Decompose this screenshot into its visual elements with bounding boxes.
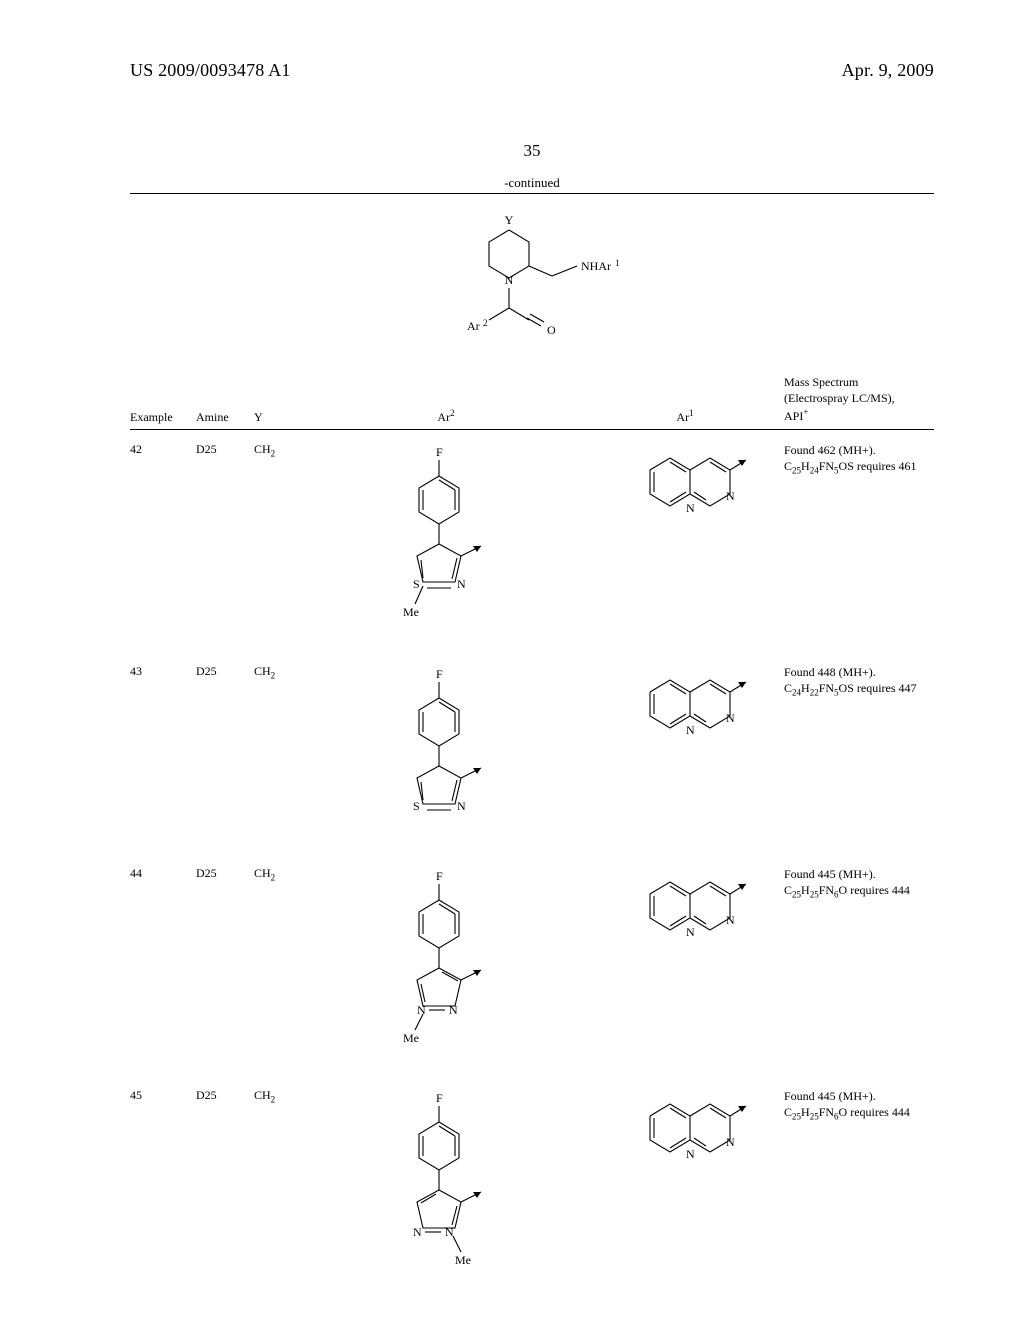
publication-date: Apr. 9, 2009: [842, 60, 934, 81]
table-row: 42 D25 CH2 F: [130, 430, 934, 652]
col-amine: Amine: [196, 410, 250, 425]
publication-number: US 2009/0093478 A1: [130, 60, 291, 81]
svg-text:N: N: [417, 1003, 426, 1017]
table-body: 42 D25 CH2 F: [130, 430, 934, 1298]
svg-text:F: F: [436, 667, 443, 681]
cell-example: 45: [130, 1086, 192, 1103]
cell-y: CH2: [254, 440, 302, 458]
patent-page: US 2009/0093478 A1 Apr. 9, 2009 35 -cont…: [0, 0, 1024, 1320]
svg-text:N: N: [505, 273, 514, 287]
svg-text:2: 2: [483, 318, 488, 328]
svg-text:S: S: [413, 577, 420, 591]
svg-text:N: N: [413, 1225, 422, 1239]
svg-text:N: N: [726, 1135, 735, 1149]
cell-mass-spectrum: Found 445 (MH+). C25H25FN6O requires 444: [784, 1086, 984, 1124]
svg-text:N: N: [726, 489, 735, 503]
svg-text:N: N: [686, 925, 695, 939]
svg-text:F: F: [436, 1091, 443, 1105]
svg-text:O: O: [547, 323, 556, 337]
cell-ar1: N N: [590, 662, 780, 774]
cell-ar2: F S N: [306, 662, 586, 854]
col-example: Example: [130, 410, 192, 425]
cell-mass-spectrum: Found 445 (MH+). C25H25FN6O requires 444: [784, 864, 984, 902]
svg-text:N: N: [686, 723, 695, 737]
col-mass-spectrum: Mass Spectrum (Electrospray LC/MS), API+: [784, 374, 984, 425]
cell-ar2: F N N: [306, 1086, 586, 1298]
svg-text:N: N: [457, 577, 466, 591]
svg-text:F: F: [436, 445, 443, 459]
cell-example: 42: [130, 440, 192, 457]
svg-text:1: 1: [615, 258, 620, 268]
col-ar1: Ar1: [590, 408, 780, 425]
svg-text:Me: Me: [455, 1253, 471, 1267]
table-column-headers: Example Amine Y Ar2 Ar1 Mass Spectrum (E…: [130, 368, 934, 429]
cell-ar1: N N: [590, 440, 780, 552]
svg-text:Me: Me: [403, 1031, 419, 1045]
svg-text:N: N: [686, 501, 695, 515]
cell-mass-spectrum: Found 448 (MH+). C24H22FN5OS requires 44…: [784, 662, 984, 700]
table-row: 44 D25 CH2 F: [130, 854, 934, 1076]
svg-text:N: N: [686, 1147, 695, 1161]
page-number: 35: [130, 141, 934, 161]
svg-text:S: S: [413, 799, 420, 813]
cell-amine: D25: [196, 440, 250, 457]
svg-text:N: N: [726, 913, 735, 927]
svg-text:N: N: [726, 711, 735, 725]
page-header: US 2009/0093478 A1 Apr. 9, 2009: [130, 60, 934, 81]
cell-amine: D25: [196, 1086, 250, 1103]
cell-example: 43: [130, 662, 192, 679]
svg-text:Ar: Ar: [467, 319, 480, 333]
table-continued-label: -continued: [130, 175, 934, 191]
col-ar2: Ar2: [306, 408, 586, 425]
cell-ar1: N N: [590, 864, 780, 976]
svg-text:Me: Me: [403, 605, 419, 619]
ms-formula: C24H22FN5OS: [784, 681, 854, 695]
ms-formula: C25H24FN5OS: [784, 459, 854, 473]
cell-ar1: N N: [590, 1086, 780, 1198]
cell-ar2: F N N: [306, 864, 586, 1076]
table-row: 43 D25 CH2 F: [130, 652, 934, 854]
table-row: 45 D25 CH2 F: [130, 1076, 934, 1298]
cell-amine: D25: [196, 864, 250, 881]
cell-ar2: F: [306, 440, 586, 652]
cell-mass-spectrum: Found 462 (MH+). C25H24FN5OS requires 46…: [784, 440, 984, 478]
svg-text:NHAr: NHAr: [581, 259, 611, 273]
cell-amine: D25: [196, 662, 250, 679]
svg-text:N: N: [457, 799, 466, 813]
col-y: Y: [254, 410, 302, 425]
cell-example: 44: [130, 864, 192, 881]
svg-text:N: N: [449, 1003, 458, 1017]
cell-y: CH2: [254, 662, 302, 680]
ms-formula: C25H25FN6O: [784, 1105, 847, 1119]
scaffold-svg: Y N NHAr 1 O Ar 2: [437, 208, 627, 358]
svg-text:N: N: [445, 1225, 454, 1239]
scaffold-y-label: Y: [505, 213, 514, 227]
ms-formula: C25H25FN6O: [784, 883, 847, 897]
cell-y: CH2: [254, 1086, 302, 1104]
cell-y: CH2: [254, 864, 302, 882]
scaffold-structure: Y N NHAr 1 O Ar 2: [130, 194, 934, 368]
svg-text:F: F: [436, 869, 443, 883]
